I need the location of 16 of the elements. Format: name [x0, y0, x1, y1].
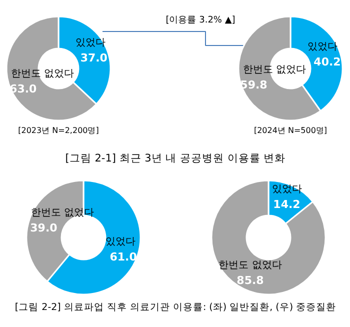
data-label: 85.8	[236, 274, 264, 288]
text: [그림 2-2] 의료파업 직후 의료기관 이용률: (좌) 일반질환, (우) 중증질환	[14, 302, 336, 313]
slice-label: 한번도 없었다	[218, 260, 282, 272]
slice-label: 한번도 없었다	[242, 64, 306, 76]
text: [2023년 N=2,200명]	[18, 126, 99, 135]
text: [2024년 N=500명]	[254, 126, 328, 135]
text: [이용률 3.2% ▲]	[166, 16, 236, 26]
data-label: 61.0	[110, 250, 138, 264]
data-label: 39.0	[30, 222, 58, 235]
slice-label: 있었다	[308, 41, 338, 52]
slice-label: 있었다	[106, 236, 136, 248]
data-label: 14.2	[273, 198, 300, 211]
data-label: 37.0	[80, 52, 108, 65]
slice-label: 한번도 없었다	[10, 68, 74, 80]
text: [그림 2-1] 최근 3년 내 공공병원 이용률 변화	[65, 152, 286, 164]
data-label: 40.2	[314, 55, 341, 68]
